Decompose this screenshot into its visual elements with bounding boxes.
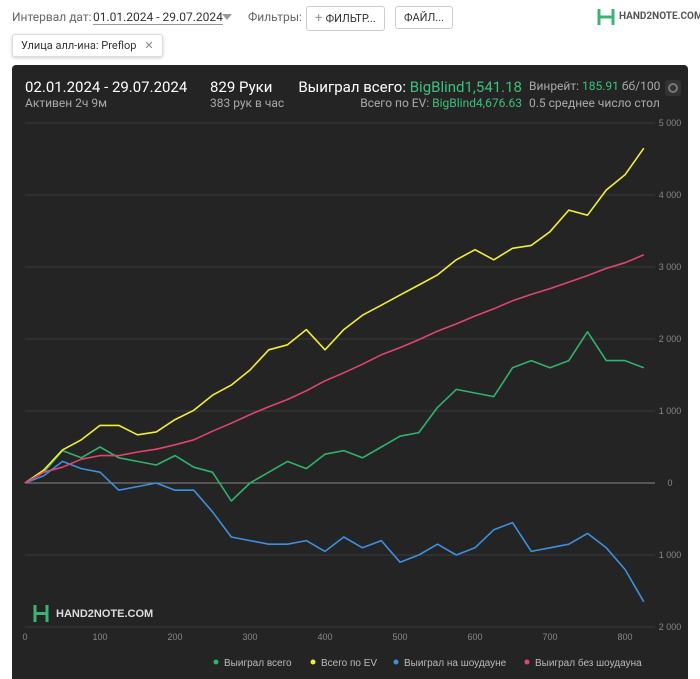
ev-value: BigBlind4,676.63 <box>432 96 522 110</box>
hands: 829 Руки <box>210 78 273 96</box>
brand: HAND2NOTE.COM <box>619 11 700 22</box>
x-tick-label: 0 <box>22 632 27 642</box>
x-tick-label: 700 <box>542 632 557 642</box>
legend-marker <box>213 659 219 665</box>
winrate-value: 185.91 <box>582 79 619 93</box>
watermark-logo <box>33 605 49 622</box>
period: 02.01.2024 - 29.07.2024 <box>25 78 188 96</box>
x-tick-label: 800 <box>617 632 632 642</box>
tag[interactable]: Улица алл-ина: Preflop ✕ <box>12 34 163 57</box>
hands-rate: 383 рук в час <box>210 96 285 110</box>
x-tick-label: 100 <box>92 632 107 642</box>
winrate-label: Винрейт: <box>529 79 580 93</box>
x-tick-label: 500 <box>392 632 407 642</box>
legend-marker <box>310 659 316 665</box>
legend-label[interactable]: Выиграл всего <box>224 658 292 669</box>
filter-text: ФИЛЬТР... <box>325 12 376 25</box>
dropdown-arrow <box>222 14 232 20</box>
x-tick-label: 300 <box>242 632 257 642</box>
watermark: HAND2NOTE.COM <box>56 608 153 620</box>
plus-icon: + <box>315 11 326 26</box>
legend-marker <box>393 659 399 665</box>
ev-label: Всего по EV: <box>360 96 430 110</box>
series-line <box>24 460 645 603</box>
won-value: BigBlind1,541.18 <box>409 78 522 96</box>
y-tick-label: 4 000 <box>659 190 682 200</box>
won-label: Выиграл всего: <box>298 78 406 96</box>
active-time: Активен 2ч 9м <box>25 96 108 110</box>
y-tick-label: 3 000 <box>659 262 682 272</box>
chart-panel: 02.01.2024 - 29.07.2024 Активен 2ч 9м 82… <box>12 65 688 679</box>
x-tick-label: 600 <box>467 632 482 642</box>
date-range[interactable]: 01.01.2024 - 29.07.2024 <box>93 10 223 25</box>
series-line <box>24 147 645 484</box>
brand-logo <box>597 9 615 25</box>
y-tick-label: 1 000 <box>659 550 682 560</box>
x-tick-label: 200 <box>167 632 182 642</box>
winrate: Винрейт: 185.91 бб/100 <box>529 79 660 93</box>
tag-text: Улица алл-ина: Preflop <box>21 39 137 52</box>
x-tick-label: 400 <box>317 632 332 642</box>
legend-marker <box>524 659 530 665</box>
ev: Всего по EV: BigBlind4,676.63 <box>360 96 522 110</box>
legend-label[interactable]: Выиграл без шоудауна <box>535 657 642 669</box>
legend-label[interactable]: Выиграл на шоудауне <box>404 658 507 669</box>
settings-icon[interactable] <box>664 79 682 97</box>
y-tick-label: 1 000 <box>659 406 682 416</box>
legend-label[interactable]: Всего по EV <box>321 658 377 669</box>
filter-button[interactable]: + ФИЛЬТР... <box>306 6 385 31</box>
series-line <box>24 331 645 502</box>
winrate-unit: бб/100 <box>621 79 661 93</box>
series-line <box>24 254 645 484</box>
y-tick-label: 2 000 <box>659 622 682 632</box>
filters-label: Фильтры: <box>248 10 302 24</box>
y-tick-label: 0 <box>667 478 672 488</box>
tables: 0.5 среднее число стол <box>529 96 660 110</box>
tag-close[interactable]: ✕ <box>144 39 154 52</box>
y-tick-label: 2 000 <box>659 334 682 344</box>
y-tick-label: 5 000 <box>659 118 682 128</box>
date-label: Интервал дат: <box>12 10 92 24</box>
won: Выиграл всего: BigBlind1,541.18 <box>298 78 522 96</box>
file-text: ФАЙЛ... <box>404 11 445 24</box>
file-button[interactable]: ФАЙЛ... <box>395 6 454 29</box>
